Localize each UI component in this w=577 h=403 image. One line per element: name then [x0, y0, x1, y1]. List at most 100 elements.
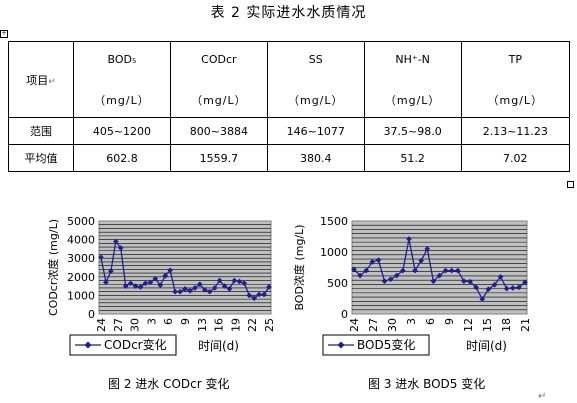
- x-tick-label: 9: [179, 318, 192, 325]
- column-unit: （mg/L）: [191, 94, 247, 107]
- data-point: [461, 278, 467, 284]
- x-tick-label: 27: [367, 318, 380, 332]
- legend-box: [69, 334, 177, 356]
- column-name: SS: [308, 53, 323, 66]
- header-cell-tp: TP （mg/L）: [460, 41, 571, 118]
- y-tick-label: 1000: [67, 289, 95, 302]
- data-point: [412, 267, 418, 274]
- table-cell: 7.02: [460, 144, 571, 172]
- x-tick-label: 22: [246, 318, 259, 332]
- table-cell: 602.8: [73, 144, 171, 172]
- data-point: [473, 284, 479, 291]
- x-tick-label: 6: [424, 318, 437, 325]
- x-tick-label: 3: [145, 318, 158, 325]
- data-point: [363, 267, 370, 274]
- column-unit: （mg/L）: [94, 94, 150, 107]
- data-point: [522, 279, 528, 286]
- x-tick-label: 19: [229, 318, 242, 332]
- data-point: [117, 245, 124, 251]
- table-cell: 380.4: [266, 144, 365, 172]
- x-tick-label: 15: [481, 318, 494, 332]
- water-quality-table: 项目↵ BOD₅ （mg/L） CODcr （mg/L） SS （mg/L） N…: [8, 41, 571, 172]
- data-point: [497, 273, 504, 280]
- data-point: [172, 288, 178, 295]
- y-tick-label: 0: [341, 308, 348, 321]
- y-tick-label: 5000: [67, 215, 95, 228]
- data-point: [127, 280, 134, 287]
- column-unit: （mg/L）: [287, 94, 344, 107]
- table-resize-handle[interactable]: [567, 181, 574, 188]
- data-point: [509, 285, 516, 291]
- data-point: [369, 259, 376, 265]
- x-tick-label: 13: [196, 318, 209, 332]
- legend-label: BOD5变化: [357, 337, 415, 352]
- table-cell: 2.13~11.23: [460, 117, 571, 145]
- data-point: [147, 279, 154, 286]
- data-point: [211, 285, 218, 291]
- x-tick-label: 16: [213, 318, 226, 332]
- x-tick-label: 12: [462, 318, 475, 332]
- data-point: [236, 278, 243, 285]
- header-item-label: 项目: [26, 73, 49, 87]
- data-point: [491, 282, 498, 288]
- data-point: [406, 236, 412, 242]
- data-point: [182, 286, 188, 292]
- chart-group: 0 500 1000 1500 BOD浓度 (mg/L) 24 27 30 3 6 9 12 15 18 2…: [292, 215, 532, 356]
- data-point: [454, 267, 461, 274]
- table-cell: 405~1200: [73, 117, 171, 145]
- y-tick-label: 4000: [67, 234, 95, 247]
- data-point: [516, 284, 522, 291]
- column-unit: （mg/L）: [384, 94, 441, 107]
- data-point: [122, 283, 129, 289]
- data-point: [387, 276, 394, 283]
- legend-marker: [84, 341, 92, 349]
- data-point: [246, 292, 253, 299]
- data-point: [381, 278, 388, 284]
- data-point: [375, 257, 382, 263]
- table-anchor-handle[interactable]: +: [0, 30, 8, 38]
- x-tick-label: 6: [162, 318, 175, 325]
- header-cell-ss: SS （mg/L）: [266, 41, 365, 118]
- x-tick-label: 18: [500, 318, 513, 332]
- data-point: [226, 286, 233, 292]
- data-point: [187, 287, 193, 294]
- y-tick-label: 3000: [67, 252, 95, 265]
- legend-marker: [337, 341, 345, 349]
- x-tick-label: 21: [519, 318, 532, 332]
- data-point: [157, 282, 164, 288]
- data-point: [261, 291, 267, 298]
- table-cell: 37.5~98.0: [363, 117, 462, 145]
- data-point: [108, 268, 114, 275]
- data-point: [430, 278, 437, 284]
- data-point: [400, 267, 406, 274]
- data-point: [98, 254, 104, 261]
- y-axis-label: CODcr浓度 (mg/L): [46, 219, 60, 316]
- data-point: [162, 273, 169, 279]
- y-tick-label: 2000: [67, 271, 95, 284]
- data-point: [137, 284, 144, 290]
- data-point: [448, 267, 455, 274]
- x-tick-label: 27: [112, 318, 125, 332]
- data-point: [231, 277, 238, 284]
- data-point: [393, 272, 400, 279]
- table-cell: 51.2: [363, 144, 462, 172]
- data-point: [256, 291, 262, 298]
- row-label: 范围: [8, 117, 74, 145]
- data-point: [467, 278, 473, 285]
- data-point: [266, 284, 272, 290]
- data-point: [442, 267, 449, 274]
- data-point: [351, 266, 357, 273]
- figure-3-caption: 图 3 进水 BOD5 变化: [368, 377, 486, 391]
- table-cell: 1559.7: [169, 144, 268, 172]
- data-point: [503, 285, 510, 292]
- table-row: 范围 405~1200 800~3884 146~1077 37.5~98.0 …: [8, 117, 571, 145]
- table-row: 平均值 602.8 1559.7 380.4 51.2 7.02: [8, 144, 571, 172]
- x-tick-label: 24: [95, 318, 108, 332]
- data-point: [201, 286, 208, 293]
- y-axis-label: BOD浓度 (mg/L): [292, 224, 306, 310]
- x-tick-label: 30: [386, 318, 399, 332]
- column-name: BOD₅: [107, 53, 137, 66]
- data-point: [241, 280, 248, 287]
- data-point: [418, 257, 425, 264]
- data-point: [177, 288, 183, 295]
